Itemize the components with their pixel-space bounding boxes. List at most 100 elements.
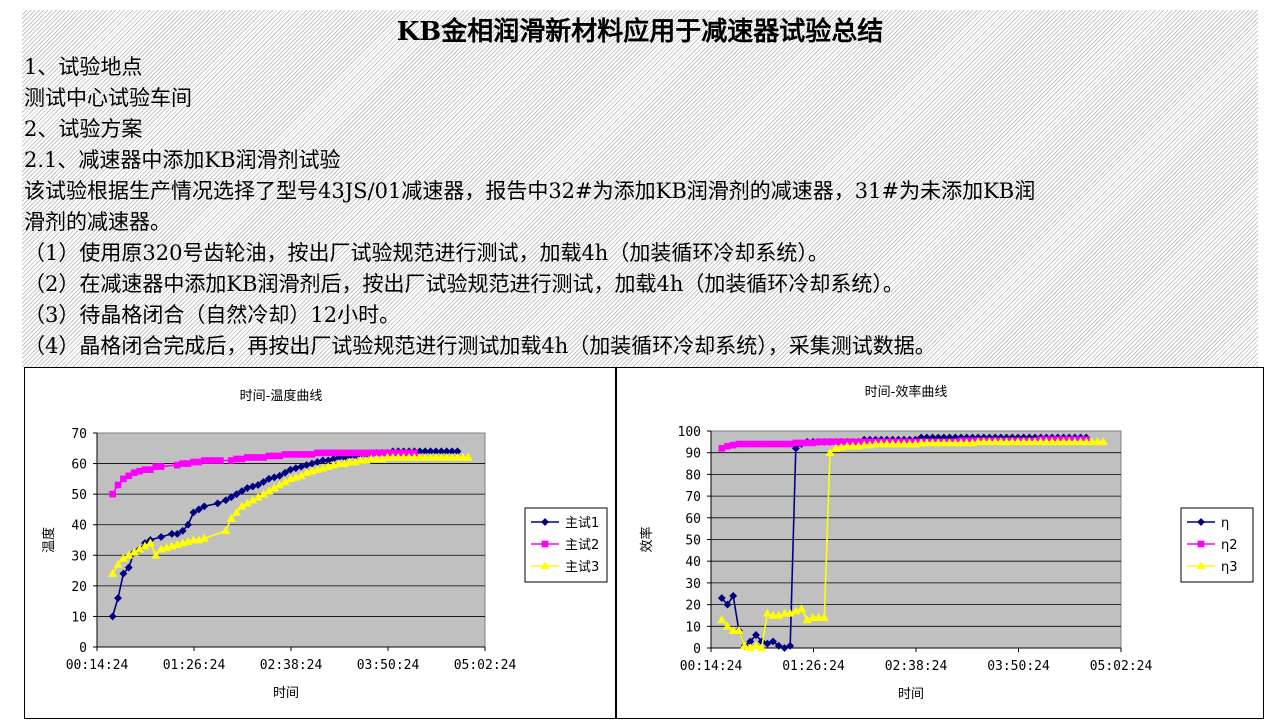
- series-3-point: [388, 452, 398, 461]
- series-3-point: [728, 626, 738, 634]
- series-1-point: [729, 591, 738, 600]
- chart-title: 时间-温度曲线: [240, 388, 323, 404]
- series-1-point: [281, 468, 289, 477]
- series-3-point: [420, 452, 430, 461]
- series-2-point: [735, 440, 743, 448]
- legend-label: η2: [1221, 538, 1238, 553]
- series-1-point: [213, 499, 222, 508]
- efficiency-chart: 时间-效率曲线 0 10 20 30 40 50 60 70 80 90 100 00:14:24 01:…: [616, 367, 1264, 719]
- series-3-point: [808, 613, 818, 621]
- series-3-point: [984, 437, 994, 446]
- series-2-point: [718, 445, 726, 452]
- series-3-point: [722, 621, 733, 630]
- series-3-point: [888, 439, 898, 448]
- series-3-point: [1053, 437, 1063, 446]
- series-3-point: [751, 641, 761, 650]
- series-3-point: [1007, 437, 1017, 446]
- series-2-point: [157, 463, 165, 470]
- series-2-point: [217, 457, 224, 464]
- y-tick-label: 100: [678, 425, 701, 440]
- series-1-point: [178, 526, 187, 535]
- series-3-point: [1024, 437, 1034, 446]
- series-1-point: [119, 569, 128, 578]
- series-3-point: [463, 452, 473, 461]
- text-line-2: 测试中心试验车间: [24, 86, 192, 110]
- series-3-point: [409, 452, 419, 461]
- series-3-point: [933, 438, 943, 447]
- legend-label: η: [1221, 516, 1229, 531]
- series-3-point: [458, 452, 468, 461]
- series-3-point: [922, 438, 932, 447]
- series-3-point: [436, 452, 446, 461]
- legend-label: 主试3: [565, 560, 599, 575]
- series-3-point: [1036, 437, 1046, 446]
- series-1-point: [259, 477, 268, 486]
- series-1-point: [200, 502, 209, 511]
- series-1-point: [254, 481, 263, 489]
- legend: 主试1 主试2 主试3: [524, 507, 608, 583]
- series-3-point: [842, 441, 852, 450]
- y-tick-label: 60: [71, 458, 87, 473]
- series-3-point: [232, 507, 242, 516]
- series-3-point: [893, 439, 903, 448]
- series-2-point: [114, 481, 122, 489]
- y-tick-label: 0: [693, 642, 701, 657]
- series-3-point: [990, 437, 1000, 446]
- series-2-point: [752, 440, 760, 448]
- series-3-point: [979, 437, 989, 446]
- legend-label: η3: [1221, 560, 1238, 575]
- series-2-point: [786, 440, 794, 448]
- series-3-point: [404, 452, 414, 461]
- series-3-point: [382, 452, 392, 461]
- series-3-point: [927, 438, 938, 447]
- slide-title: KB金相润滑新材料应用于减速器试验总结: [396, 17, 884, 47]
- text-line-6: 滑剂的减速器。: [24, 210, 171, 234]
- y-tick-label: 40: [685, 555, 701, 570]
- series-1-point: [774, 641, 783, 650]
- text-line-4: 2.1、减速器中添加KB润滑剂试验: [24, 148, 341, 172]
- y-tick-label: 80: [685, 468, 701, 483]
- series-2-point: [803, 439, 811, 447]
- series-3-point: [334, 458, 344, 467]
- legend-marker: [541, 518, 549, 526]
- series-3-point: [226, 513, 236, 522]
- series-2-point: [775, 440, 783, 448]
- series-3-point: [366, 454, 376, 463]
- text-line-10: （4）晶格闭合完成后，再按出厂试验规范进行测试加载4h（加装循环冷却系统），采集…: [24, 334, 936, 358]
- legend: η η2 η3: [1180, 507, 1254, 583]
- series-3-point: [1093, 437, 1103, 446]
- series-3-point: [717, 615, 727, 624]
- series-3-point: [757, 643, 767, 652]
- series-3-point: [791, 606, 801, 615]
- series-1-point: [769, 637, 777, 646]
- series-3-point: [355, 455, 366, 464]
- x-tick-label: 01:26:24: [782, 659, 845, 674]
- x-tick-label: 02:38:24: [260, 658, 323, 673]
- series-3-point: [871, 439, 881, 448]
- y-tick-label: 10: [71, 610, 87, 625]
- series-1-point: [752, 631, 760, 639]
- series-3-point: [399, 452, 409, 461]
- series-2-point: [792, 439, 800, 447]
- series-3-point: [1030, 437, 1040, 446]
- series-3-point: [745, 643, 755, 652]
- series-3-point: [774, 610, 784, 619]
- series-3-point: [426, 452, 436, 461]
- series-1-point: [167, 529, 176, 538]
- series-1-point: [791, 444, 800, 453]
- series-2-point: [821, 438, 828, 446]
- series-3-point: [950, 438, 960, 447]
- series-3-point: [188, 535, 198, 544]
- y-tick-label: 50: [685, 534, 701, 549]
- series-3-point: [802, 615, 812, 624]
- series-1-point: [763, 639, 772, 648]
- series-3-point: [1047, 437, 1057, 446]
- x-axis-label: 时间: [898, 687, 924, 702]
- series-1-point: [108, 612, 117, 621]
- x-tick-label: 03:50:24: [357, 658, 420, 673]
- series-3-point: [1019, 437, 1029, 446]
- series-3-point: [899, 439, 909, 448]
- series-1-point: [124, 563, 133, 572]
- series-3-point: [1064, 437, 1074, 446]
